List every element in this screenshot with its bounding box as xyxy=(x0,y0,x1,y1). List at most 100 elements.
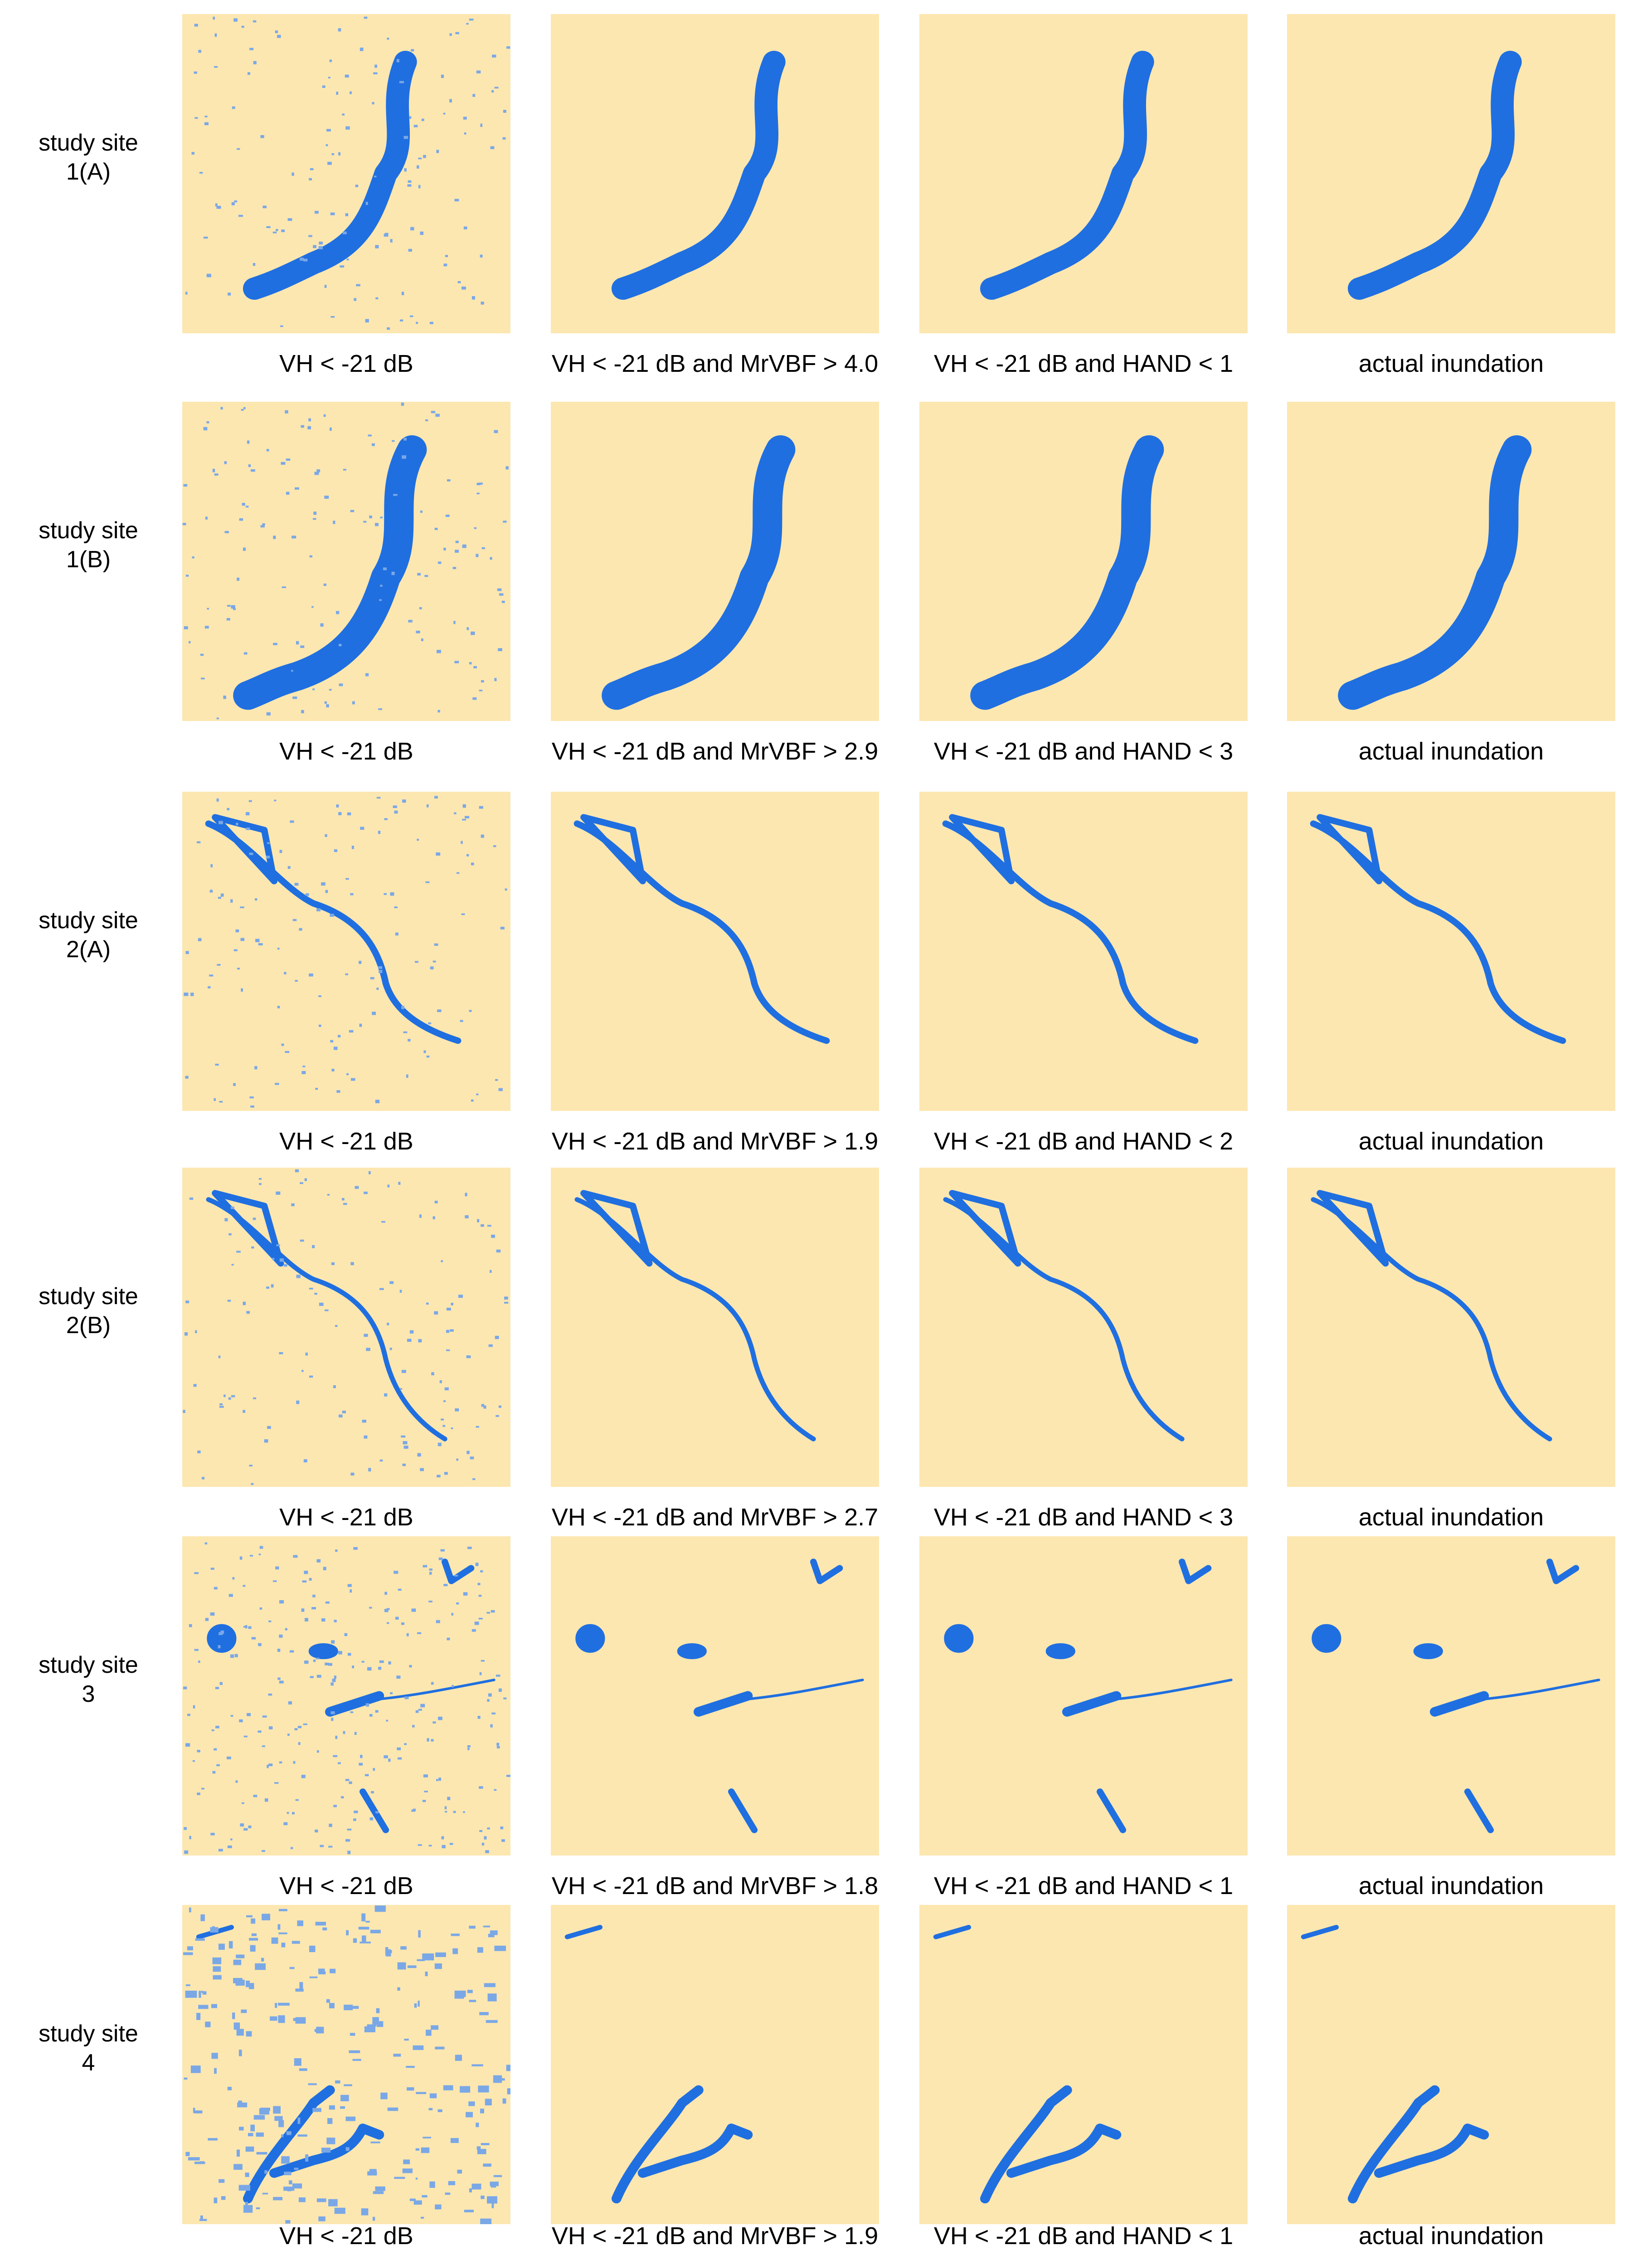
speckle xyxy=(264,2170,268,2174)
speckle xyxy=(429,1572,432,1575)
speckle xyxy=(326,1999,330,2003)
speckle xyxy=(478,1595,482,1597)
speckle xyxy=(465,1215,469,1218)
speckle xyxy=(345,2147,350,2151)
water-body xyxy=(1482,1678,1600,1700)
speckle xyxy=(194,1649,199,1651)
speckle xyxy=(353,1547,358,1550)
speckle xyxy=(189,1624,192,1627)
row-label-line: study site xyxy=(39,1652,138,1678)
speckle xyxy=(423,2137,431,2138)
speckle xyxy=(185,1743,190,1747)
water-body xyxy=(207,1624,237,1653)
map-panel xyxy=(182,14,510,333)
speckle xyxy=(345,213,349,216)
speckle xyxy=(312,1245,315,1248)
speckle xyxy=(212,1929,219,1931)
speckle xyxy=(497,588,502,591)
speckle xyxy=(307,426,311,429)
speckle xyxy=(350,893,354,896)
speckle xyxy=(202,1991,207,1995)
speckle xyxy=(292,919,297,921)
speckle xyxy=(466,23,469,25)
water-body xyxy=(933,1925,972,1939)
speckle xyxy=(420,510,423,513)
speckle xyxy=(322,1927,327,1931)
speckle xyxy=(239,1556,243,1560)
speckle xyxy=(415,1710,419,1713)
speckle xyxy=(481,1224,484,1227)
speckle xyxy=(350,2033,355,2036)
speckle xyxy=(375,1100,380,1104)
speckle xyxy=(438,1557,443,1560)
speckle xyxy=(417,165,419,169)
speckle xyxy=(204,122,209,126)
water-extent xyxy=(207,1558,496,1833)
speckle xyxy=(305,2154,309,2162)
speckle xyxy=(335,1735,338,1739)
water-body xyxy=(949,814,1015,885)
speckle xyxy=(322,85,326,88)
speckle xyxy=(451,1933,460,1936)
speckle xyxy=(294,1728,298,1730)
water-body xyxy=(728,1788,758,1833)
map-background xyxy=(919,14,1248,333)
speckle xyxy=(350,1711,354,1713)
speckle xyxy=(216,798,219,802)
speckle xyxy=(425,1972,428,1977)
speckle xyxy=(481,2143,490,2145)
speckle xyxy=(203,236,208,239)
speckle xyxy=(400,1946,407,1950)
speckle xyxy=(418,1339,422,1343)
speckle xyxy=(352,2059,361,2061)
speckle xyxy=(432,1216,435,1219)
water-extent xyxy=(205,814,462,1044)
map-panel xyxy=(1287,1168,1615,1487)
water-extent xyxy=(1347,50,1522,300)
speckle xyxy=(281,229,285,232)
speckle xyxy=(498,1405,502,1408)
speckle xyxy=(356,284,360,287)
speckle xyxy=(300,1239,304,1242)
speckle xyxy=(319,1302,324,1306)
speckle xyxy=(289,1650,294,1653)
panel-caption: VH < -21 dB xyxy=(279,738,413,765)
speckle xyxy=(389,1281,394,1284)
water-extent xyxy=(573,814,830,1044)
speckle xyxy=(205,2021,211,2027)
speckle xyxy=(406,1074,408,1078)
speckle xyxy=(333,1755,338,1757)
speckle xyxy=(253,61,257,64)
speckle xyxy=(471,1099,474,1102)
speckle xyxy=(476,1426,479,1428)
speckle xyxy=(311,606,314,608)
speckle xyxy=(304,1661,309,1664)
speckle xyxy=(255,1963,266,1970)
speckle xyxy=(338,152,340,156)
water-body xyxy=(611,2085,753,2204)
speckle xyxy=(472,1478,476,1481)
speckle xyxy=(410,227,414,231)
speckle xyxy=(279,1352,283,1354)
water-body xyxy=(943,1197,1185,1442)
speckle xyxy=(329,59,332,62)
speckle xyxy=(371,443,375,446)
speckle xyxy=(230,899,233,903)
speckle xyxy=(253,1397,257,1399)
speckle xyxy=(369,1714,373,1717)
speckle xyxy=(321,2148,331,2153)
map-panel xyxy=(1287,1905,1615,2224)
speckle xyxy=(237,968,240,970)
speckle xyxy=(476,70,481,73)
map-background xyxy=(551,14,879,333)
map-panel xyxy=(919,14,1248,333)
speckle xyxy=(295,1799,299,1801)
speckle xyxy=(466,1451,470,1454)
speckle xyxy=(474,1622,479,1625)
speckle xyxy=(329,2105,335,2110)
speckle xyxy=(182,523,186,526)
speckle xyxy=(464,132,466,135)
speckle xyxy=(219,1101,223,1103)
row-label-line: study site xyxy=(39,2021,138,2047)
speckle xyxy=(232,1577,235,1580)
